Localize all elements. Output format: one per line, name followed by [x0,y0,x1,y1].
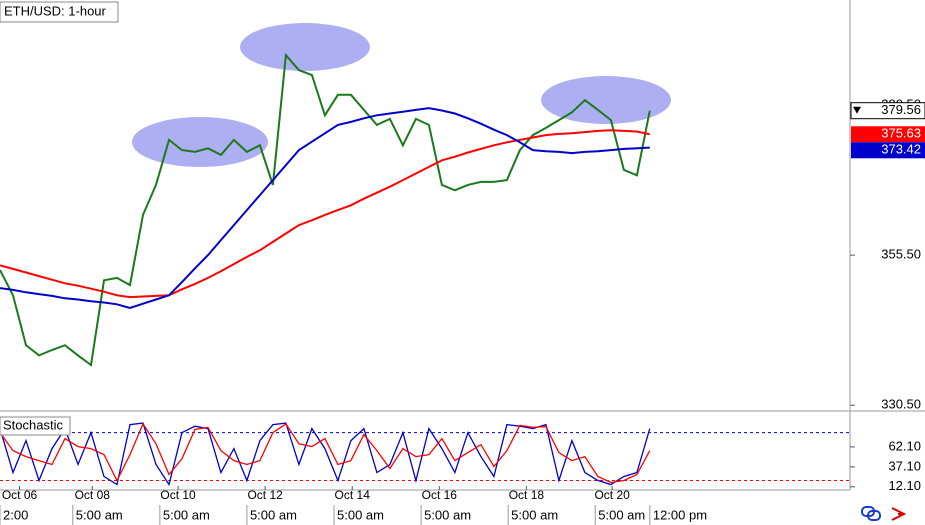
series-line [0,129,651,299]
x-tick-label: Oct 20 [594,488,630,502]
pane-title: Stochastic [3,417,63,432]
x-tick-label: 5:00 am [250,507,297,522]
x-tick-label: 2:00 [3,507,28,522]
x-tick-label: 12:00 pm [653,507,707,522]
x-tick-label: Oct 14 [335,488,371,502]
x-tick-label: Oct 06 [2,488,38,502]
x-tick-label: Oct 16 [422,488,458,502]
price-badge-label: 379.56 [881,102,921,117]
x-tick-label: Oct 08 [75,488,111,502]
y-tick-label: 37.10 [888,458,921,473]
price-badge [850,102,925,120]
price-arrow [853,106,861,114]
title-box [0,416,71,436]
price-badge-label: 375.63 [881,126,921,141]
y-tick-label: 330.50 [881,397,921,412]
x-tick-label: Oct 18 [509,488,545,502]
y-tick-label: 355.50 [881,247,921,262]
x-tick-label: 5:00 am [424,507,471,522]
price-badge [851,126,925,143]
y-tick-label: 12.10 [888,478,921,493]
x-tick-label: 5:00 am [337,507,384,522]
x-tick-label: Oct 12 [247,488,283,502]
series-line [0,52,651,367]
series-line [0,107,650,310]
highlight [240,23,370,71]
highlight [132,117,268,167]
x-tick-label: Oct 10 [160,488,196,502]
icons [861,506,907,521]
icon[interactable] [891,507,907,521]
x-tick-label: 5:00 am [598,507,645,522]
y-tick-label: 62.10 [888,438,921,453]
price-badge-label: 373.42 [881,142,921,157]
title-box [0,1,119,23]
series-line [0,422,651,487]
x-tick-label: 5:00 am [511,507,558,522]
series-line [0,422,651,484]
icon[interactable] [867,510,881,521]
price-badge [851,142,925,159]
x-tick-label: 5:00 am [163,507,210,522]
chart-title: ETH/USD: 1-hour [4,3,107,18]
x-tick-label: 5:00 am [76,507,123,522]
